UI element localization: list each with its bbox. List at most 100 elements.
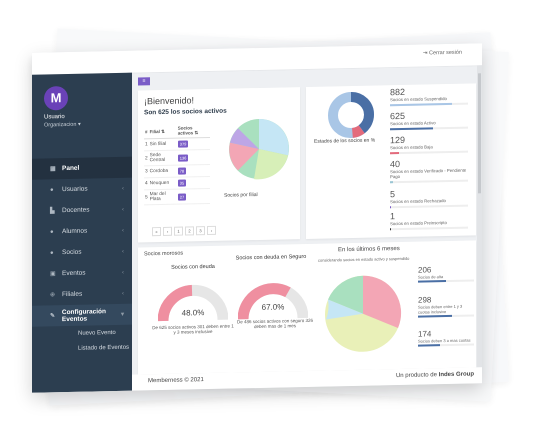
organization-selector[interactable]: Organizacion ▾ xyxy=(44,122,81,129)
sidebar-item-panel[interactable]: ▦ Panel xyxy=(32,156,132,180)
users-icon: ● xyxy=(50,186,54,193)
stat-label: Socios en estado Rechazado xyxy=(390,198,446,205)
page-2-button[interactable]: 2 xyxy=(185,226,194,236)
count-badge: 379 xyxy=(177,140,189,148)
sidebar: M Usuario Organizacion ▾ ▦ Panel ● Usuar… xyxy=(32,72,132,393)
pagination: « ‹ 1 2 3 › xyxy=(152,225,216,237)
user-name[interactable]: Usuario xyxy=(44,114,65,121)
branch-name: Cordoba xyxy=(148,165,177,178)
gauge-fill xyxy=(238,283,291,320)
scrollbar[interactable] xyxy=(477,65,482,368)
sidebar-item-label: Alumnos xyxy=(62,227,88,236)
stat-bar xyxy=(390,226,468,230)
count-cell: 78 xyxy=(176,164,210,178)
chevron-left-icon: ‹ xyxy=(122,206,124,213)
chevron-left-icon: ‹ xyxy=(122,290,124,297)
page-prev-button[interactable]: ‹ xyxy=(163,226,172,236)
member-status-card: Estados de los socios en % 882 Socios en… xyxy=(306,83,476,239)
logout-link[interactable]: ⇥ Cerrar sesión xyxy=(423,50,462,57)
stat-bar-fill xyxy=(418,280,446,283)
logout-label: Cerrar sesión xyxy=(428,49,462,57)
stat-bar xyxy=(390,179,468,183)
stat-label: Socios en estado Verificado - Pendiente … xyxy=(390,167,467,180)
stat-bar-fill xyxy=(390,228,391,230)
app-window: ⇥ Cerrar sesión M Usuario Organizacion ▾… xyxy=(32,43,482,393)
sidebar-item-usuarios[interactable]: ● Usuarios ‹ xyxy=(32,178,132,201)
stat-bar xyxy=(390,102,468,106)
sidebar-item-label: Docentes xyxy=(62,206,90,215)
chevron-down-icon: ▾ xyxy=(77,121,81,128)
sidebar-item-label: Panel xyxy=(62,164,80,173)
table-row: 2 Sede Central 136 xyxy=(144,149,210,166)
sidebar-item-filiales[interactable]: ⊕ Filiales ‹ xyxy=(32,283,132,306)
sidebar-item-socios[interactable]: ● Socios ‹ xyxy=(32,241,132,264)
donut-segment xyxy=(328,92,374,139)
page-3-button[interactable]: 3 xyxy=(196,226,205,236)
stat-bar xyxy=(418,314,474,318)
stat-label: Socios en estado Preinscripto xyxy=(390,220,447,227)
stat-bar-fill xyxy=(418,314,452,318)
scrollbar-thumb[interactable] xyxy=(478,73,481,194)
six-month-stat: 298 Socios deben entre 1 y 3 cuotas incl… xyxy=(418,294,474,318)
sidebar-nav: ▦ Panel ● Usuarios ‹ ▙ Docentes ‹ ● Alum… xyxy=(32,156,132,357)
six-month-stat: 174 Socios deben 3 o mas cuotas xyxy=(418,328,474,347)
stat-label: Socios deben entre 1 y 3 cuotas inclusiv… xyxy=(418,303,463,315)
stat-bar xyxy=(418,343,474,347)
status-stat: 1 Socios en estado Preinscripto xyxy=(390,210,468,230)
org-label: Organizacion xyxy=(44,121,77,129)
status-donut-chart xyxy=(328,92,374,139)
avatar[interactable]: M xyxy=(44,85,68,111)
chevron-left-icon: ‹ xyxy=(122,185,124,192)
page-first-button[interactable]: « xyxy=(152,227,161,237)
status-stat: 625 Socios en estado Activo xyxy=(390,110,468,130)
status-stat: 129 Socios en estado Baja xyxy=(390,134,468,154)
gauge-icon: ▦ xyxy=(50,166,56,173)
stat-bar xyxy=(390,204,468,208)
gauge-title: Socios con deuda xyxy=(171,263,215,271)
branch-icon: ⊕ xyxy=(50,292,56,299)
people-icon: ● xyxy=(50,249,54,256)
branch-name: Sin filial xyxy=(148,138,177,151)
stat-label: Socios en estado Suspendido xyxy=(390,96,447,103)
gauge-fill xyxy=(158,284,193,322)
submenu-listado-eventos[interactable]: Listado de Eventos xyxy=(78,344,130,352)
card-title: Socios morosos xyxy=(144,250,184,258)
chevron-left-icon: ‹ xyxy=(122,248,124,255)
active-members-summary: Son 625 los socios activos xyxy=(144,107,227,117)
branch-name: Neuquen xyxy=(148,177,177,190)
status-stat: 882 Socios en estado Suspendido xyxy=(390,86,468,106)
pie-slice xyxy=(328,275,363,314)
count-cell: 35 xyxy=(176,176,210,190)
calendar-icon: ▣ xyxy=(50,271,56,278)
gauge-note: De 625 socios activos 301 deben entre 1 … xyxy=(152,323,234,335)
page-1-button[interactable]: 1 xyxy=(174,226,183,236)
stat-bar xyxy=(390,150,468,154)
debt-gauge xyxy=(158,284,228,322)
sidebar-item-eventos[interactable]: ▣ Eventos ‹ xyxy=(32,262,132,285)
stat-bar-fill xyxy=(390,127,433,130)
last-six-months-title: En los últimos 6 meses xyxy=(338,246,400,254)
pie-slice xyxy=(326,299,363,320)
count-cell: 379 xyxy=(176,137,210,151)
stat-bar-fill xyxy=(390,102,453,106)
gauge-percentage: 48.0% xyxy=(181,308,205,318)
stat-label: Socios en estado Baja xyxy=(390,144,433,151)
building-icon: ▙ xyxy=(50,208,55,215)
menu-toggle-button[interactable]: ≡ xyxy=(138,77,150,86)
sidebar-item-docentes[interactable]: ▙ Docentes ‹ xyxy=(32,199,132,222)
sidebar-item-label: Socios xyxy=(62,248,82,257)
stat-bar-fill xyxy=(418,344,441,347)
pie-slice xyxy=(259,118,289,156)
sidebar-item-alumnos[interactable]: ● Alumnos ‹ xyxy=(32,220,132,243)
sidebar-item-configuracion-eventos[interactable]: ✎ Configuración Eventos ▾ xyxy=(32,303,132,327)
column-header[interactable]: Filial ⇅ xyxy=(148,124,177,139)
column-header[interactable]: Socios activos ⇅ xyxy=(176,123,210,139)
stat-bar xyxy=(418,279,474,283)
page-next-button[interactable]: › xyxy=(207,225,216,236)
pie-slice xyxy=(363,275,402,329)
stat-bar-fill xyxy=(390,206,391,208)
count-badge: 35 xyxy=(177,179,187,187)
footer-brand[interactable]: Indes Group xyxy=(438,371,474,379)
branch-name: Sede Central xyxy=(148,150,177,166)
gauge-title: Socios con deuda en Seguro xyxy=(235,253,307,262)
